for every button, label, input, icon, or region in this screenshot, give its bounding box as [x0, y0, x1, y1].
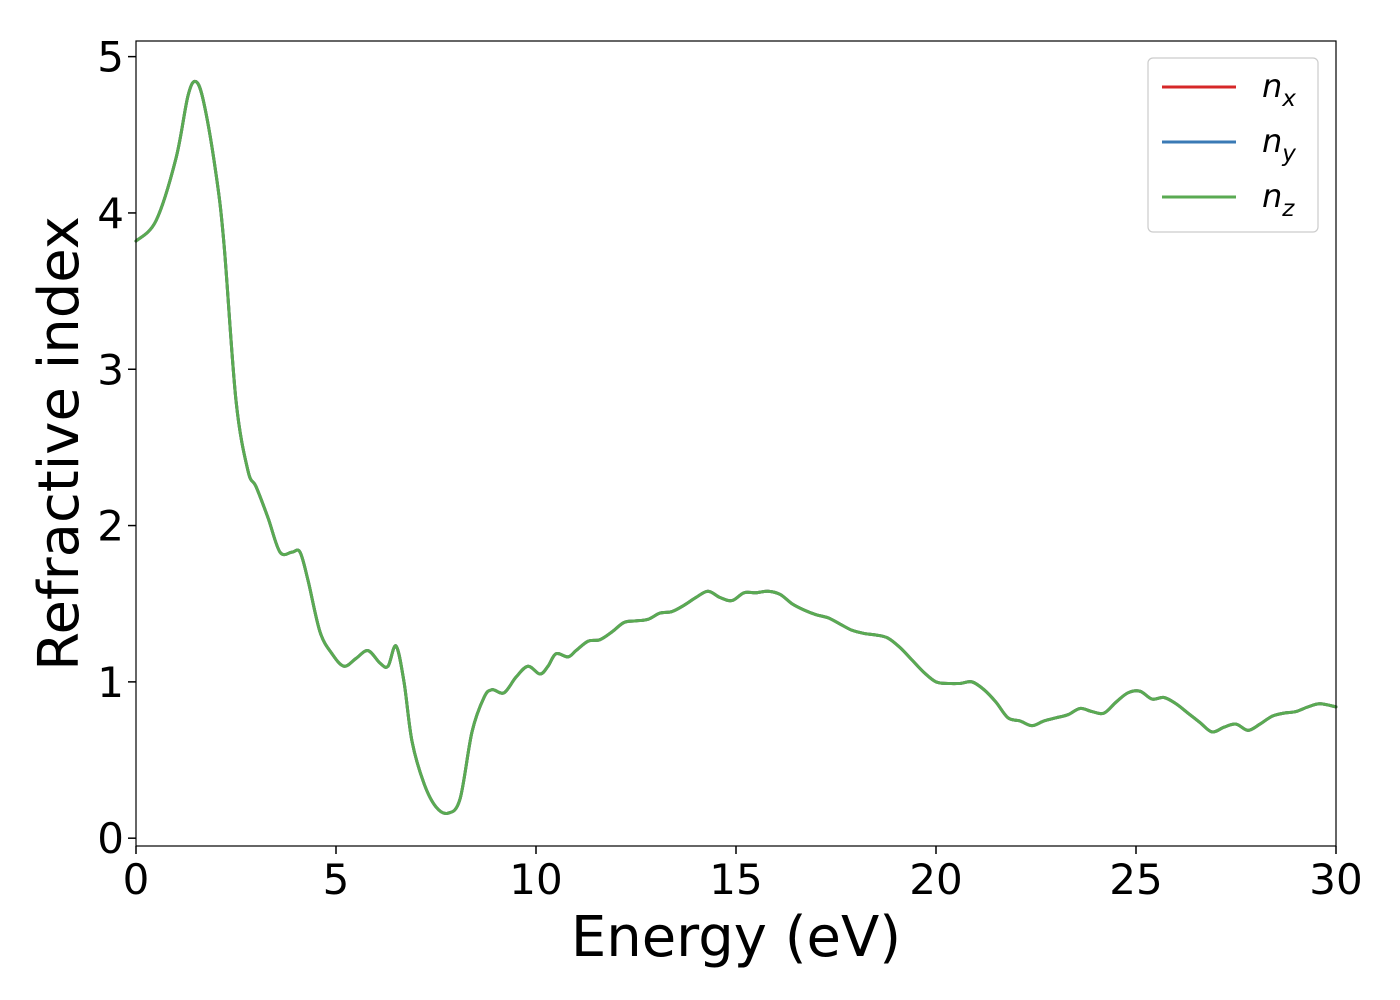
x-axis: 0 5 10 15 20 25 30 — [123, 846, 1363, 904]
x-tick-label: 0 — [123, 855, 150, 904]
x-tick-label: 30 — [1309, 855, 1362, 904]
series-line-n-z — [134, 79, 1338, 815]
y-tick-label: 3 — [97, 345, 124, 394]
x-axis-label: Energy (eV) — [571, 905, 901, 970]
legend: nx ny nz — [1147, 57, 1319, 233]
x-tick-label: 10 — [509, 855, 562, 904]
y-tick-label: 5 — [97, 33, 124, 82]
legend-label-n-x: nx — [1262, 67, 1296, 112]
legend-box — [1147, 57, 1319, 233]
y-tick-label: 0 — [97, 814, 124, 863]
y-axis: 0 1 2 3 4 5 — [97, 33, 136, 863]
legend-label-n-z: nz — [1262, 177, 1295, 222]
y-tick-label: 1 — [97, 658, 124, 707]
x-tick-label: 25 — [1109, 855, 1162, 904]
series-layer — [134, 79, 1338, 815]
y-axis-label: Refractive index — [27, 216, 92, 671]
y-tick-label: 4 — [97, 189, 124, 238]
x-tick-label: 15 — [709, 855, 762, 904]
x-tick-label: 20 — [909, 855, 962, 904]
x-tick-label: 5 — [323, 855, 350, 904]
y-tick-label: 2 — [97, 502, 124, 551]
legend-label-n-y: ny — [1262, 122, 1296, 167]
